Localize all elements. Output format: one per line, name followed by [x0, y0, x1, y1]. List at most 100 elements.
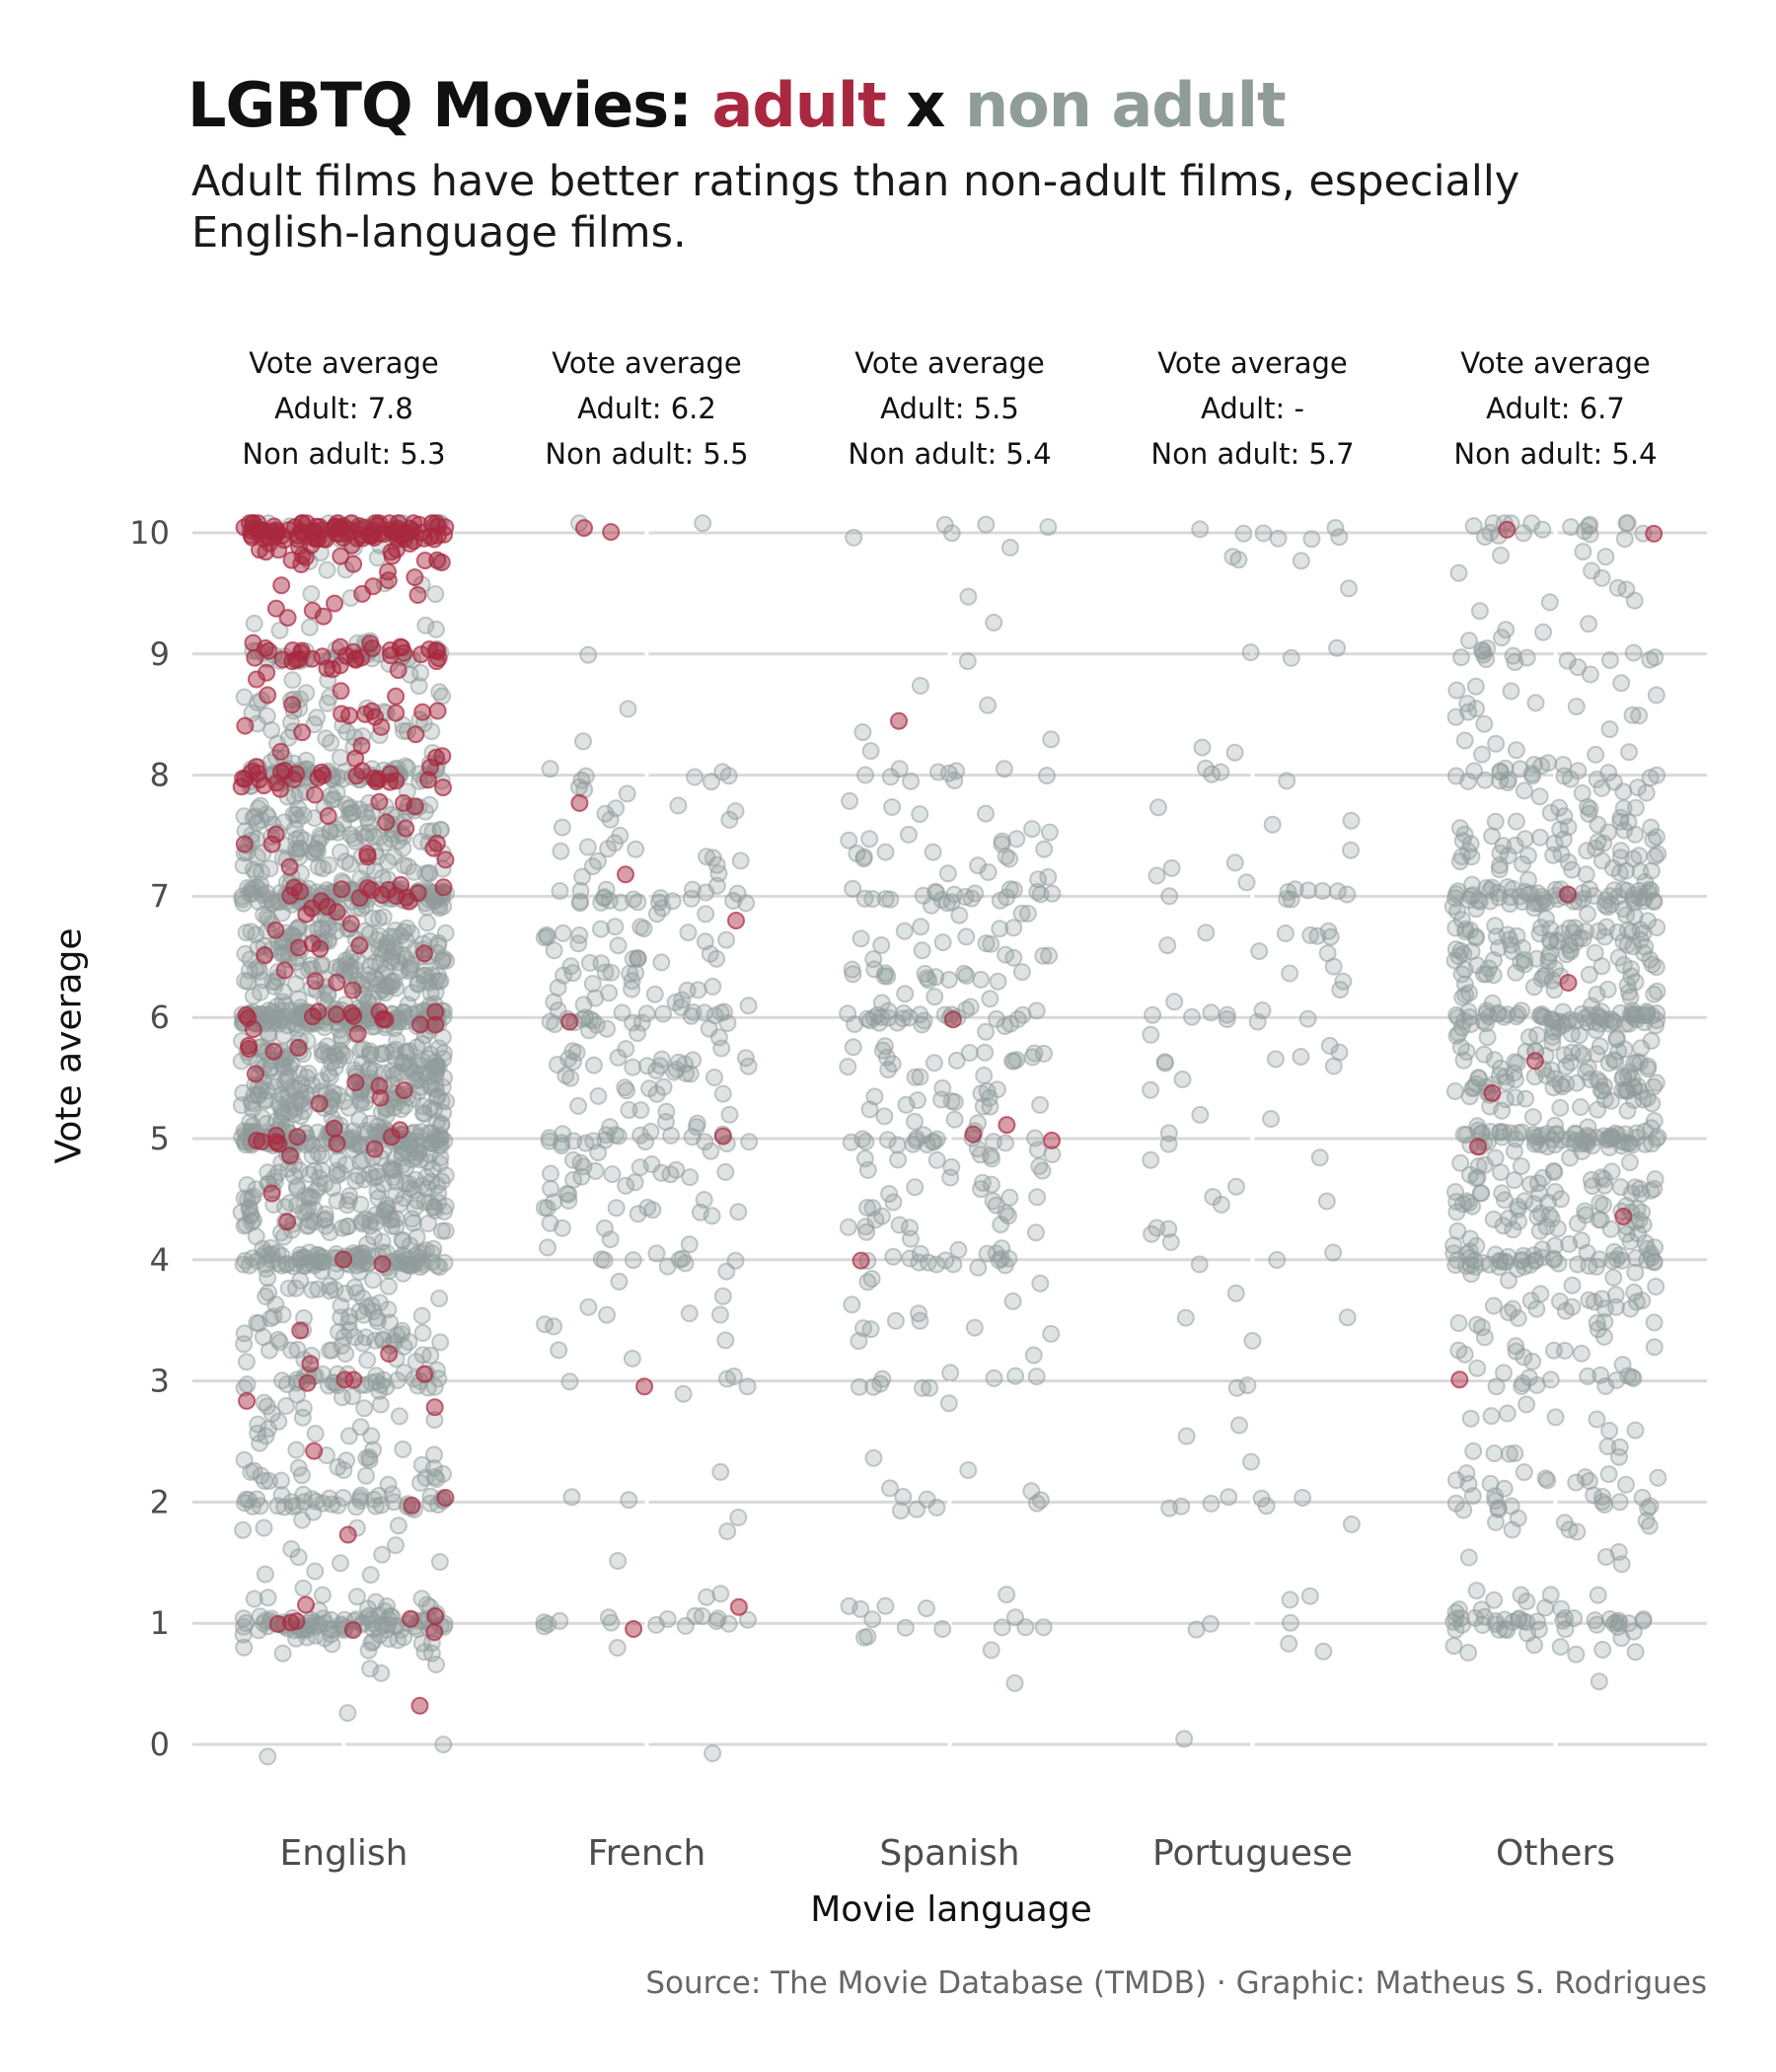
- data-point: [297, 1595, 315, 1614]
- data-point: [1589, 1586, 1607, 1604]
- data-point: [894, 1009, 913, 1028]
- data-point: [1227, 1177, 1245, 1196]
- data-point: [711, 1305, 729, 1324]
- data-point: [267, 774, 286, 792]
- data-point: [353, 1334, 372, 1353]
- data-point: [264, 1042, 283, 1061]
- data-point: [927, 1498, 946, 1517]
- data-point: [235, 1617, 253, 1636]
- data-point: [854, 850, 873, 868]
- data-point: [1574, 543, 1592, 561]
- data-point: [401, 1144, 418, 1162]
- data-point: [1278, 772, 1296, 790]
- data-point: [947, 762, 966, 780]
- data-point: [1572, 1231, 1591, 1250]
- data-point: [1580, 615, 1598, 633]
- data-point: [982, 1641, 1000, 1660]
- data-point: [289, 938, 308, 957]
- data-point: [379, 852, 397, 871]
- data-point: [559, 1191, 578, 1210]
- data-point: [259, 1589, 277, 1607]
- data-point: [312, 763, 331, 781]
- data-point: [1624, 643, 1643, 662]
- data-point: [1243, 1331, 1262, 1350]
- data-point: [669, 796, 688, 815]
- data-point: [1507, 1337, 1525, 1356]
- data-point: [429, 972, 448, 991]
- data-point: [326, 594, 343, 613]
- data-point: [425, 1623, 444, 1642]
- data-point: [535, 1199, 554, 1218]
- data-point: [242, 1207, 260, 1225]
- data-point: [395, 1364, 413, 1382]
- data-point: [1158, 936, 1177, 955]
- data-point: [718, 1369, 736, 1388]
- data-point: [426, 1015, 445, 1034]
- data-point: [625, 1620, 643, 1638]
- data-point: [328, 1134, 346, 1152]
- data-point: [592, 893, 611, 912]
- data-point: [1625, 591, 1644, 610]
- data-point: [729, 1509, 748, 1526]
- data-point: [415, 552, 434, 570]
- facet-annotation-non-adult: Non adult: 5.4: [1453, 437, 1658, 471]
- title-prefix: LGBTQ Movies:: [187, 69, 693, 141]
- data-point: [598, 1019, 617, 1038]
- data-point: [313, 1041, 332, 1060]
- data-point: [906, 1068, 925, 1086]
- data-point: [1554, 756, 1573, 775]
- data-point: [1530, 787, 1549, 806]
- data-point: [346, 749, 365, 768]
- data-point: [927, 883, 946, 902]
- data-point: [1496, 1191, 1514, 1210]
- data-point: [1481, 523, 1500, 542]
- data-point: [1621, 1232, 1640, 1251]
- data-point: [256, 1472, 274, 1490]
- data-point: [854, 1319, 872, 1338]
- data-point: [1301, 925, 1320, 944]
- data-point: [1446, 1494, 1465, 1513]
- data-point: [548, 1056, 566, 1073]
- data-point: [255, 1518, 273, 1537]
- data-point: [625, 890, 642, 909]
- data-point: [984, 1133, 1002, 1151]
- data-point: [267, 521, 286, 540]
- data-point: [1448, 1221, 1467, 1240]
- data-point: [332, 957, 350, 976]
- data-point: [262, 1184, 281, 1203]
- data-point: [1643, 1094, 1662, 1113]
- data-point: [1204, 1188, 1222, 1206]
- data-point: [1641, 769, 1660, 787]
- title-connector: x: [906, 69, 945, 141]
- data-point: [982, 934, 1000, 953]
- data-point: [1300, 1587, 1319, 1605]
- data-point: [542, 1179, 560, 1198]
- data-point: [378, 1597, 397, 1615]
- data-point: [1552, 845, 1571, 863]
- data-point: [1310, 1148, 1329, 1167]
- data-point: [1558, 885, 1577, 904]
- data-point: [337, 723, 356, 741]
- data-point: [977, 804, 995, 823]
- data-point: [304, 1007, 322, 1026]
- data-point: [331, 843, 349, 861]
- data-point: [572, 771, 591, 789]
- data-point: [620, 1491, 638, 1510]
- data-point: [1266, 1050, 1285, 1069]
- data-point: [1446, 707, 1465, 726]
- data-point: [302, 585, 321, 603]
- facet-annotation: Vote average Adult: 6.2 Non adult: 5.5: [499, 340, 795, 477]
- data-point: [1502, 682, 1520, 701]
- data-point: [606, 918, 625, 936]
- data-point: [578, 838, 597, 856]
- data-point: [583, 975, 602, 993]
- data-point: [1225, 853, 1244, 872]
- data-point: [682, 889, 701, 908]
- data-point: [1338, 1308, 1357, 1327]
- data-point: [272, 1486, 291, 1505]
- data-point: [272, 576, 291, 595]
- data-point: [1007, 830, 1026, 849]
- data-point: [738, 1377, 757, 1396]
- data-point: [431, 1333, 450, 1352]
- data-point: [629, 1205, 647, 1223]
